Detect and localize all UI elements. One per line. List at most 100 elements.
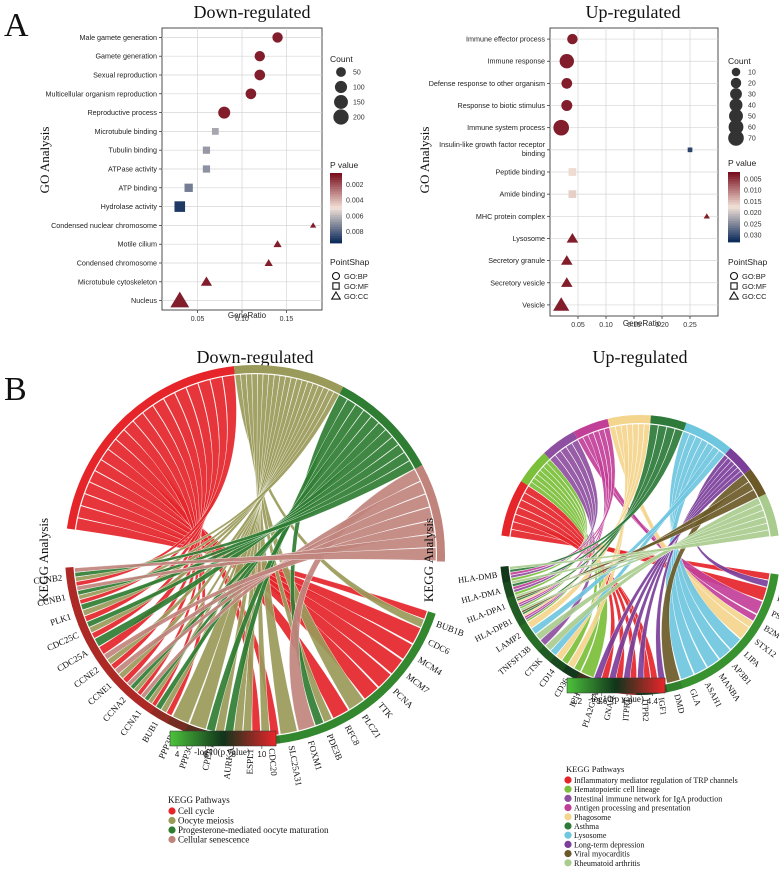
go-down-xticks: 0.05 0.10 0.15 xyxy=(191,310,294,323)
colorbar-segment xyxy=(625,678,629,693)
pathway-arc xyxy=(650,415,687,431)
legend-swatch xyxy=(564,785,572,793)
chord-ribbon xyxy=(535,503,764,641)
go-point-mf xyxy=(211,128,219,135)
go-point-mf xyxy=(568,190,577,199)
colorbar-segment xyxy=(191,731,195,746)
colorbar-frame xyxy=(566,677,666,694)
legend-swatch xyxy=(564,822,572,830)
gene-label: CCNE2 xyxy=(72,665,101,690)
colorbar-segment xyxy=(262,731,266,746)
go-term-label: ATPase activity xyxy=(108,165,157,174)
chord-ribbon xyxy=(513,514,659,686)
pvalue-bar-segment xyxy=(728,209,740,213)
x-tick-label: 0.10 xyxy=(599,322,613,329)
pathway-arc xyxy=(415,465,445,562)
colorbar-segment xyxy=(618,678,622,693)
gene-arc xyxy=(757,601,771,620)
colorbar-segment xyxy=(571,678,575,693)
gene-label: PLK1 xyxy=(49,611,73,627)
pvalue-bar-segment xyxy=(728,237,740,241)
gene-arc xyxy=(512,608,527,627)
gene-arc xyxy=(665,680,683,693)
count-legend-label: 50 xyxy=(748,114,756,121)
pvalue-bar-segment xyxy=(330,173,342,176)
kegg-down-ribbons xyxy=(74,373,437,737)
colorbar-frame xyxy=(169,730,277,747)
x-tick-label: 0.25 xyxy=(683,322,697,329)
pvalue-bar-segment xyxy=(728,225,740,229)
gene-label: GNAQ xyxy=(602,695,617,721)
count-legend-dot xyxy=(730,77,742,89)
pvalue-bar-segment xyxy=(330,208,342,211)
chord-ribbon xyxy=(76,533,437,591)
go-term-label: Tubulin binding xyxy=(109,146,157,155)
legend-label: Progesterone-mediated oocyte maturation xyxy=(178,825,329,835)
kegg-up-colorbar-title: -log10(p value) xyxy=(588,694,644,704)
colorbar-segment xyxy=(574,678,578,693)
gene-label: MCM4 xyxy=(416,655,444,678)
go-point-cc xyxy=(553,297,570,311)
gene-label: GLA xyxy=(688,687,704,708)
gene-label: CCNA1 xyxy=(118,708,144,738)
go-point-bp xyxy=(559,54,574,69)
kegg-down-chart: Down-regulated KEGG Analysis BUB1BCDC6MC… xyxy=(33,347,466,845)
gene-label: DMD xyxy=(672,693,687,715)
chord-ribbon xyxy=(509,529,770,570)
colorbar-segment xyxy=(180,731,184,746)
go-up-pvalue-legend: P value 0.005 0.010 0.015 0.020 0.025 0.030 xyxy=(728,158,762,243)
go-point-mf xyxy=(202,165,211,173)
colorbar-segment xyxy=(236,731,240,746)
kegg-up-legend-title: KEGG Pathways xyxy=(566,764,624,774)
pvalue-bar-segment xyxy=(330,215,342,218)
colorbar-segment xyxy=(177,731,181,746)
colorbar-segment xyxy=(593,678,597,693)
gene-arc xyxy=(95,654,114,675)
gene-label: B2M xyxy=(762,623,779,641)
shape-legend-label: GO:MF xyxy=(742,282,767,291)
go-point-mf xyxy=(184,183,193,192)
gene-arc xyxy=(693,668,712,683)
gene-arc xyxy=(86,638,103,660)
colorbar-segment xyxy=(212,731,216,746)
gene-arc xyxy=(331,710,353,728)
shape-legend-label: GO:CC xyxy=(344,292,369,301)
go-term-label: Peptide binding xyxy=(495,168,545,177)
colorbar-segment xyxy=(249,731,253,746)
legend-label: Asthma xyxy=(574,822,599,831)
gene-arc xyxy=(538,645,556,663)
go-down-title: Down-regulated xyxy=(194,2,311,22)
go-point-bp xyxy=(218,106,231,119)
legend-label: Antigen processing and presentation xyxy=(574,804,691,813)
go-down-count-legend: Count 50 100 150 200 xyxy=(330,54,365,125)
go-term-label: Gamete generation xyxy=(95,52,157,61)
go-down-pvalue-legend: P value 0.002 0.004 0.006 0.008 xyxy=(330,160,364,244)
pvalue-label: 0.002 xyxy=(346,182,364,189)
legend-swatch xyxy=(564,859,572,867)
count-legend-dot xyxy=(729,98,743,112)
chord-ribbon xyxy=(74,547,437,573)
colorbar-label: 4.0 xyxy=(622,697,634,706)
pvalue-label: 0.015 xyxy=(744,199,762,206)
x-tick-label: 0.10 xyxy=(235,316,249,323)
gene-label: PLCZ1 xyxy=(360,713,383,741)
kegg-down-legend-title: KEGG Pathways xyxy=(168,795,230,805)
gene-label: CCNE1 xyxy=(86,680,114,707)
go-term-label: Immune response xyxy=(487,57,545,66)
gene-arc xyxy=(278,731,300,744)
legend-label: Cellular senescence xyxy=(178,835,249,845)
kegg-down-colorbar: 4 6 8 10 xyxy=(169,730,277,759)
colorbar-segment xyxy=(170,731,174,746)
colorbar-segment xyxy=(640,678,644,693)
shape-legend-bp-icon xyxy=(331,271,341,281)
go-point-bp xyxy=(553,119,569,136)
colorbar-segment xyxy=(598,678,602,693)
x-tick-label: 0.15 xyxy=(280,316,294,323)
colorbar-segment xyxy=(611,678,614,693)
colorbar-segment xyxy=(657,678,661,693)
pvalue-bar-segment xyxy=(728,214,740,217)
colorbar-segment xyxy=(204,731,208,746)
colorbar-label: 3.2 xyxy=(571,697,583,706)
go-term-label: Nucleus xyxy=(131,296,157,305)
